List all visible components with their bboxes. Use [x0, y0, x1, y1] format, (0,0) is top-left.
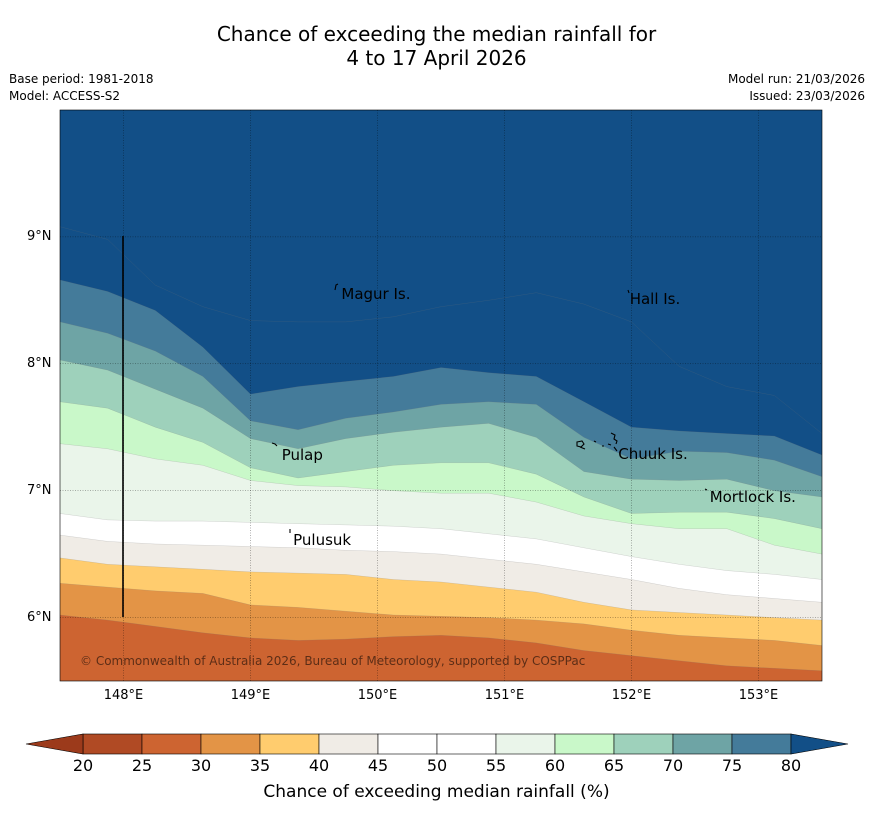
- colorbar-segment: [436, 733, 497, 755]
- longitude-label: 148°E: [103, 688, 144, 703]
- colorbar-tick-label: 75: [721, 756, 743, 775]
- place-label: Hall Is.: [630, 290, 681, 308]
- colorbar-segment: [672, 733, 733, 755]
- chuuk-island-outline: [576, 432, 618, 452]
- hall-island-outline: [627, 289, 630, 294]
- chart-title: Chance of exceeding the median rainfall …: [0, 22, 873, 70]
- colorbar-segment: [731, 733, 792, 755]
- map-frame: [59, 109, 823, 682]
- latitude-label: 9°N: [27, 228, 52, 244]
- longitude-label: 151°E: [484, 688, 525, 703]
- colorbar-segment: [141, 733, 202, 755]
- copyright-notice: © Commonwealth of Australia 2026, Bureau…: [80, 654, 585, 668]
- place-label: Pulusuk: [293, 531, 351, 549]
- contour-band-10: [60, 614, 822, 681]
- colorbar-tick-label: 60: [544, 756, 566, 775]
- colorbar-under-arrow: [25, 733, 84, 755]
- colorbar-segment: [200, 733, 261, 755]
- island-outlines: [271, 283, 708, 533]
- colorbar-segment: [82, 733, 143, 755]
- colorbar-tick-label: 30: [190, 756, 212, 775]
- base-period: Base period: 1981-2018: [9, 72, 154, 86]
- place-label: Pulap: [282, 446, 323, 464]
- colorbar-tick-label: 70: [662, 756, 684, 775]
- place-labels: Magur Is. Hall Is. Pulap Chuuk Is. Mortlock …: [282, 285, 796, 549]
- meta-right: Model run: 21/03/2026 Issued: 23/03/2026: [728, 71, 865, 105]
- colorbar-tick-label: 20: [72, 756, 94, 775]
- colorbar-tick-label: 65: [603, 756, 625, 775]
- colorbar-tick-label: 55: [485, 756, 507, 775]
- longitude-label: 152°E: [611, 688, 652, 703]
- colorbar-segment: [554, 733, 615, 755]
- colorbar-segment: [377, 733, 438, 755]
- colorbar-tick-label: 35: [249, 756, 271, 775]
- colorbar-segment: [259, 733, 320, 755]
- model-name: Model: ACCESS-S2: [9, 89, 121, 103]
- place-label: Chuuk Is.: [618, 445, 687, 463]
- meta-left: Base period: 1981-2018 Model: ACCESS-S2: [9, 71, 154, 105]
- mortlock-island-outline: [704, 488, 708, 491]
- place-label: Mortlock Is.: [710, 488, 796, 506]
- title-line-2: 4 to 17 April 2026: [346, 46, 527, 70]
- longitude-label: 153°E: [738, 688, 779, 703]
- longitude-label: 150°E: [357, 688, 398, 703]
- latitude-label: 7°N: [27, 482, 52, 498]
- latitude-label: 8°N: [27, 355, 52, 371]
- magur-island-outline: [334, 283, 339, 291]
- contour-bands: [60, 110, 822, 681]
- colorbar-tick-label: 40: [308, 756, 330, 775]
- colorbar-tick-label: 80: [780, 756, 802, 775]
- issued-date: Issued: 23/03/2026: [749, 89, 865, 103]
- colorbar-title: Chance of exceeding median rainfall (%): [263, 782, 610, 802]
- colorbar-tick-label: 50: [426, 756, 448, 775]
- pulap-island-outline: [271, 442, 278, 447]
- title-line-1: Chance of exceeding the median rainfall …: [216, 22, 657, 46]
- colorbar-tick-label: 45: [367, 756, 389, 775]
- colorbar-tick-label: 25: [131, 756, 153, 775]
- place-label: Magur Is.: [341, 285, 410, 303]
- colorbar-segment: [318, 733, 379, 755]
- colorbar-segment: [495, 733, 556, 755]
- colorbar: [25, 733, 849, 755]
- colorbar-segment: [613, 733, 674, 755]
- model-run: Model run: 21/03/2026: [727, 72, 865, 86]
- latitude-label: 6°N: [27, 609, 52, 625]
- colorbar-over-arrow: [790, 733, 849, 755]
- longitude-label: 149°E: [230, 688, 271, 703]
